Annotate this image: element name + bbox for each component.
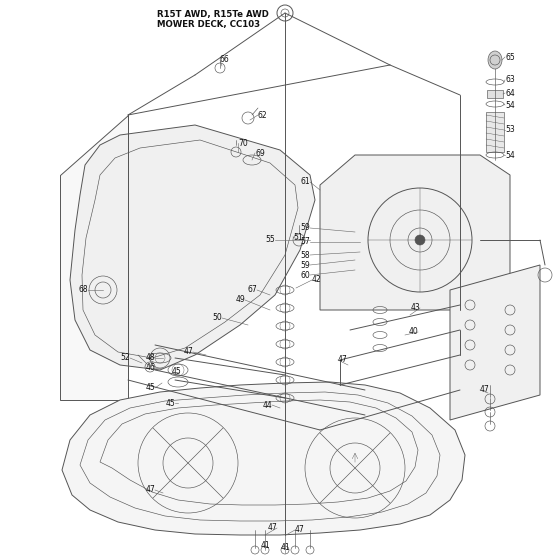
Text: 62: 62 xyxy=(258,110,268,119)
Text: 66: 66 xyxy=(220,55,230,64)
Text: 59: 59 xyxy=(300,223,310,232)
Text: 41: 41 xyxy=(260,540,270,549)
Text: R15T AWD, R15Te AWD: R15T AWD, R15Te AWD xyxy=(157,10,269,18)
Text: 61: 61 xyxy=(300,178,310,186)
Text: 49: 49 xyxy=(235,296,245,305)
Text: 70: 70 xyxy=(238,138,248,147)
Polygon shape xyxy=(70,125,315,370)
Text: 48: 48 xyxy=(146,353,155,362)
Text: 47: 47 xyxy=(145,486,155,494)
Polygon shape xyxy=(320,155,510,310)
Ellipse shape xyxy=(488,51,502,69)
Text: 54: 54 xyxy=(505,151,515,160)
Text: 40: 40 xyxy=(408,328,418,337)
Text: 58: 58 xyxy=(300,250,310,259)
Text: 65: 65 xyxy=(505,53,515,62)
Text: 47: 47 xyxy=(183,348,193,357)
Text: 67: 67 xyxy=(248,286,257,295)
Text: 44: 44 xyxy=(262,400,272,409)
Text: 45: 45 xyxy=(172,367,182,376)
Text: 64: 64 xyxy=(505,88,515,97)
Text: 42: 42 xyxy=(312,276,321,284)
Text: 50: 50 xyxy=(212,314,222,323)
Bar xyxy=(486,112,504,152)
Text: 53: 53 xyxy=(505,125,515,134)
Text: 54: 54 xyxy=(505,100,515,110)
Text: 59: 59 xyxy=(300,260,310,269)
Text: 47: 47 xyxy=(338,356,348,365)
Text: 60: 60 xyxy=(300,270,310,279)
Bar xyxy=(487,90,503,98)
Text: 68: 68 xyxy=(78,286,88,295)
Text: 46: 46 xyxy=(145,363,155,372)
Text: 52: 52 xyxy=(120,353,130,362)
Text: 51: 51 xyxy=(293,232,302,241)
Polygon shape xyxy=(450,265,540,420)
Text: 47: 47 xyxy=(267,524,277,533)
Text: 63: 63 xyxy=(505,76,515,85)
Text: 57: 57 xyxy=(300,237,310,246)
Text: 45: 45 xyxy=(165,399,175,408)
Text: 69: 69 xyxy=(255,148,265,157)
Text: 47: 47 xyxy=(480,385,490,394)
Text: 43: 43 xyxy=(410,304,420,312)
Text: 41: 41 xyxy=(280,544,290,553)
Text: 47: 47 xyxy=(295,525,305,534)
Polygon shape xyxy=(60,115,128,400)
Polygon shape xyxy=(62,382,465,535)
Text: 55: 55 xyxy=(265,236,275,245)
Circle shape xyxy=(415,235,425,245)
Text: 45: 45 xyxy=(145,384,155,393)
Text: MOWER DECK, CC103: MOWER DECK, CC103 xyxy=(157,20,260,29)
